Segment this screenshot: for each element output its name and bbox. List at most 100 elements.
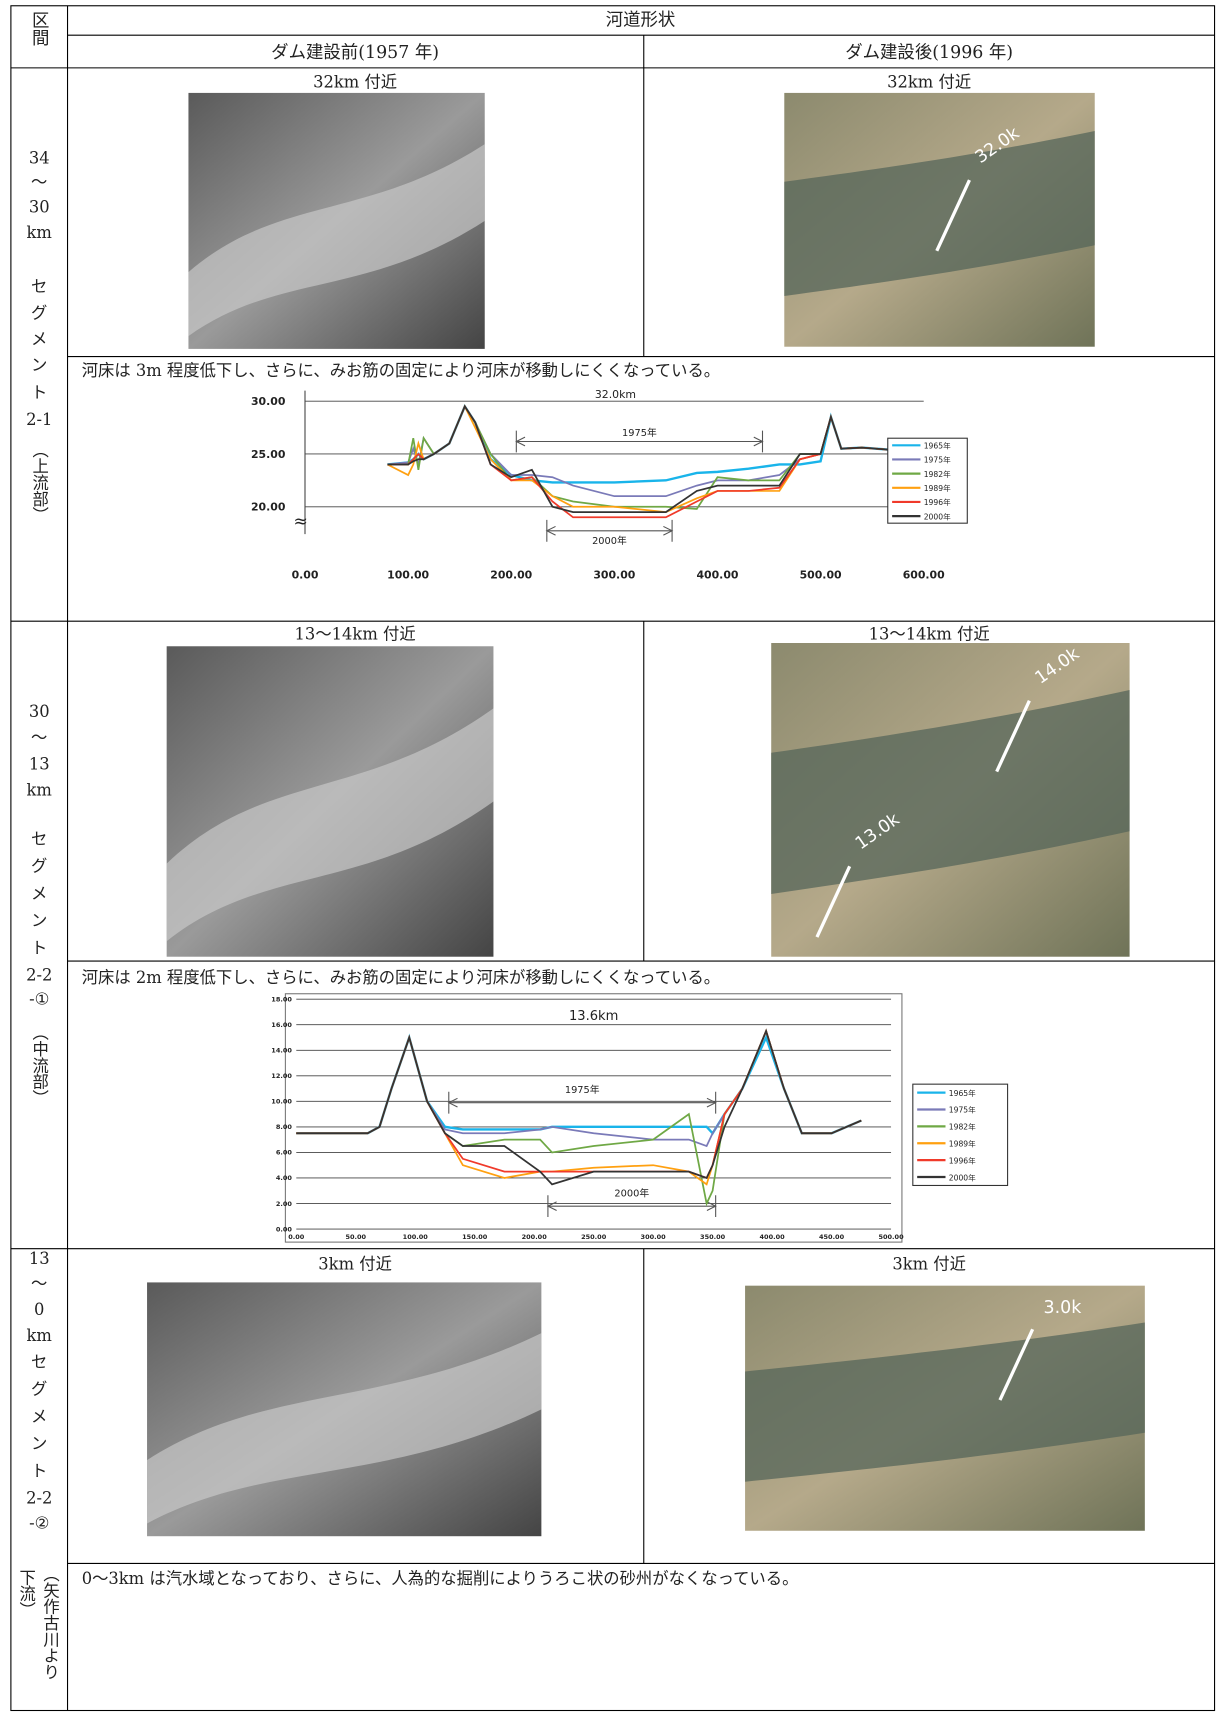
arrow-heads: [546, 1195, 717, 1218]
section-label: 13: [29, 754, 50, 773]
legend-label: 1989年: [924, 483, 951, 493]
section-label: 2-2: [26, 966, 52, 985]
y-tick-label: 10.00: [271, 1098, 292, 1106]
x-tick-label: 100.00: [387, 569, 429, 582]
series-line: [387, 404, 904, 510]
y-tick-label: 30.00: [251, 395, 286, 408]
section-label: -②: [29, 1514, 49, 1533]
section-label: ン: [31, 911, 47, 930]
x-tick-label: 400.00: [760, 1233, 786, 1241]
chart-title: 13.6km: [569, 1009, 618, 1024]
section-label: グ: [31, 857, 47, 876]
river-1996: [745, 1322, 1145, 1482]
section-label: メ: [31, 1407, 47, 1426]
section-label: メ: [31, 884, 47, 903]
section-label: km: [27, 781, 53, 800]
series-line: [296, 1028, 862, 1186]
river-1996: [771, 690, 1130, 894]
x-tick-label: 0.00: [292, 569, 319, 582]
section-label: グ: [31, 1380, 47, 1399]
series-line: [387, 403, 904, 484]
y-tick-label: 16.00: [271, 1021, 292, 1029]
after-header: ダム建設後(1996 年): [845, 43, 1013, 63]
y-tick-label: 6.00: [276, 1149, 293, 1157]
x-tick-label: 350.00: [700, 1233, 726, 1241]
section-label: ト: [31, 1461, 47, 1480]
section-header: 区間: [29, 11, 49, 47]
section-label: 0: [34, 1300, 44, 1319]
legend-label: 1989年: [949, 1139, 976, 1149]
legend-label: 2000年: [949, 1172, 976, 1182]
axis-break: ≈: [293, 512, 308, 532]
section-label: 〜: [31, 728, 47, 747]
photo-caption: 13〜14km 付近: [869, 625, 990, 644]
y-tick-label: 14.00: [271, 1047, 292, 1055]
section-line: [815, 865, 852, 938]
section-label: セ: [31, 1352, 47, 1371]
legend-label: 1982年: [949, 1122, 976, 1132]
table-borders: [10, 5, 1216, 1712]
annotation: 2000年: [614, 1186, 649, 1199]
section-label: メ: [31, 330, 47, 349]
comment: 河床は 2m 程度低下し、さらに、みお筋の固定により河床が移動しにくくなっている…: [82, 968, 720, 987]
section-label: セ: [31, 830, 47, 849]
section-label: -①: [29, 990, 49, 1009]
x-tick-label: 50.00: [345, 1233, 366, 1241]
section-label: km: [27, 1326, 53, 1345]
y-tick-label: 0.00: [276, 1225, 293, 1233]
x-tick-label: 300.00: [593, 569, 635, 582]
legend-label: 1982年: [924, 469, 951, 479]
x-tick-label: 400.00: [696, 569, 738, 582]
x-tick-label: 250.00: [581, 1233, 607, 1241]
section-note: 下流）: [17, 1569, 36, 1618]
legend-label: 1965年: [924, 441, 951, 451]
section-label: ン: [31, 356, 47, 375]
legend-label: 1975年: [924, 455, 951, 465]
section-label: 30: [29, 702, 50, 721]
photo-caption: 3km 付近: [892, 1254, 966, 1273]
river-1957: [166, 708, 494, 942]
section-label: 13: [29, 1249, 50, 1268]
x-tick-label: 300.00: [641, 1233, 667, 1241]
annotation: 1975年: [565, 1083, 600, 1096]
x-tick-label: 500.00: [800, 569, 842, 582]
series-line: [387, 404, 904, 498]
legend-label: 2000年: [924, 511, 951, 521]
section-label: 2-1: [26, 410, 52, 429]
legend-label: 1975年: [949, 1105, 976, 1115]
photo-caption: 32km 付近: [313, 72, 397, 91]
section-label: 34: [29, 149, 50, 168]
arrow-heads: [447, 1091, 717, 1114]
comment: 河床は 3m 程度低下し、さらに、みお筋の固定により河床が移動しにくくなっている…: [82, 361, 720, 380]
x-tick-label: 150.00: [462, 1233, 488, 1241]
section-note: （中流部）: [30, 1024, 49, 1106]
annotation: 1975年: [622, 426, 657, 439]
x-tick-label: 0.00: [288, 1233, 305, 1241]
section-label: ト: [31, 383, 47, 402]
river-1957: [147, 1333, 542, 1524]
arrow-heads: [545, 519, 674, 542]
photo-label: 3.0k: [1044, 1298, 1083, 1318]
x-tick-label: 100.00: [403, 1233, 429, 1241]
x-tick-label: 450.00: [819, 1233, 845, 1241]
photo-caption: 32km 付近: [887, 72, 971, 91]
section-label: ン: [31, 1434, 47, 1453]
y-tick-label: 18.00: [271, 995, 292, 1003]
series-line: [387, 404, 904, 519]
arrow-heads: [515, 430, 764, 453]
section-note: （上流部）: [30, 441, 49, 523]
section-label: 30: [29, 198, 50, 217]
photo-caption: 13〜14km 付近: [295, 625, 416, 644]
y-tick-label: 8.00: [276, 1123, 293, 1131]
series-line: [387, 404, 904, 513]
annotation: 2000年: [592, 534, 627, 547]
legend-box: [912, 1083, 1009, 1187]
legend-label: 1996年: [949, 1155, 976, 1165]
legend-label: 1996年: [924, 497, 951, 507]
river-1996: [784, 130, 1095, 296]
section-label: 〜: [31, 1274, 47, 1293]
y-tick-label: 20.00: [251, 501, 286, 514]
river-1957: [188, 144, 485, 337]
